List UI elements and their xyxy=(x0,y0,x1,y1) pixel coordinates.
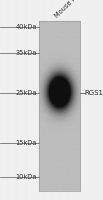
Text: 35kDa: 35kDa xyxy=(16,50,37,56)
Text: 10kDa: 10kDa xyxy=(16,174,37,180)
Text: 25kDa: 25kDa xyxy=(16,90,37,96)
Text: 15kDa: 15kDa xyxy=(16,140,37,146)
Text: RGS16: RGS16 xyxy=(84,90,103,96)
Text: Mouse lung: Mouse lung xyxy=(54,0,85,19)
Text: 40kDa: 40kDa xyxy=(16,24,37,30)
